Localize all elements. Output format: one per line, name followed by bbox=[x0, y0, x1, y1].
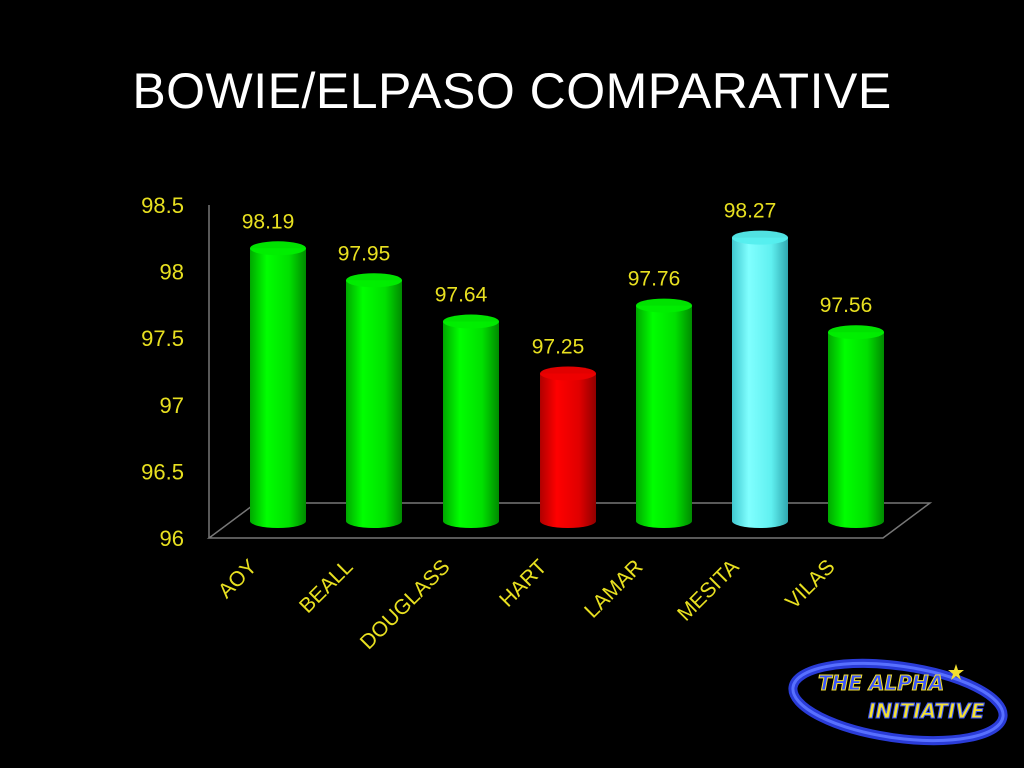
bar-lamar bbox=[636, 298, 692, 528]
value-label: 98.27 bbox=[724, 200, 777, 223]
category-label: HART bbox=[495, 555, 552, 612]
bar-body bbox=[250, 248, 306, 529]
logo-line1: THE ALPHA bbox=[818, 671, 944, 695]
bar-aoy bbox=[250, 241, 306, 529]
y-tick-label: 96.5 bbox=[141, 459, 184, 484]
bar-hart bbox=[540, 366, 596, 528]
star-icon bbox=[948, 664, 964, 680]
logo-line2: INITIATIVE bbox=[868, 699, 985, 723]
category-label: LAMAR bbox=[580, 555, 647, 622]
bar-body bbox=[828, 332, 884, 528]
bar-mesita bbox=[732, 230, 788, 529]
y-tick-label: 98.5 bbox=[141, 193, 184, 218]
bar-body bbox=[346, 280, 402, 528]
bar-top bbox=[346, 273, 402, 288]
value-label: 97.95 bbox=[338, 242, 391, 265]
y-tick-label: 98 bbox=[160, 260, 184, 285]
value-label: 97.25 bbox=[532, 336, 585, 359]
bar-body bbox=[732, 237, 788, 529]
bar-top bbox=[443, 314, 499, 329]
bar-top bbox=[636, 298, 692, 313]
category-label: AOY bbox=[214, 555, 262, 603]
bar-body bbox=[540, 373, 596, 528]
chart-axes: 96 96.5 97 97.5 98 98.5 bbox=[141, 193, 933, 551]
bar-beall bbox=[346, 273, 402, 528]
slide-title: BOWIE/ELPASO COMPARATIVE bbox=[132, 63, 892, 119]
bar-top bbox=[828, 325, 884, 340]
chart-floor bbox=[206, 502, 933, 539]
alpha-initiative-logo: THE ALPHA INITIATIVE bbox=[788, 658, 1008, 746]
value-label: 97.64 bbox=[435, 284, 488, 307]
category-label: MESITA bbox=[673, 555, 743, 625]
bar-top bbox=[732, 230, 788, 245]
y-tick-label: 97 bbox=[160, 393, 184, 418]
bar-top bbox=[540, 366, 596, 381]
bar-douglass bbox=[443, 314, 499, 528]
value-label: 98.19 bbox=[242, 210, 295, 233]
bar-top bbox=[250, 241, 306, 256]
value-label: 97.76 bbox=[628, 268, 681, 291]
bar-body bbox=[636, 305, 692, 528]
y-tick-label: 97.5 bbox=[141, 326, 184, 351]
y-tick-label: 96 bbox=[160, 526, 184, 551]
value-label: 97.56 bbox=[820, 294, 873, 317]
bar-vilas bbox=[828, 325, 884, 528]
category-label: BEALL bbox=[295, 555, 358, 618]
chart-bars bbox=[250, 230, 884, 529]
category-label: VILAS bbox=[781, 555, 839, 613]
category-label: DOUGLASS bbox=[356, 555, 455, 654]
bar-body bbox=[443, 321, 499, 528]
